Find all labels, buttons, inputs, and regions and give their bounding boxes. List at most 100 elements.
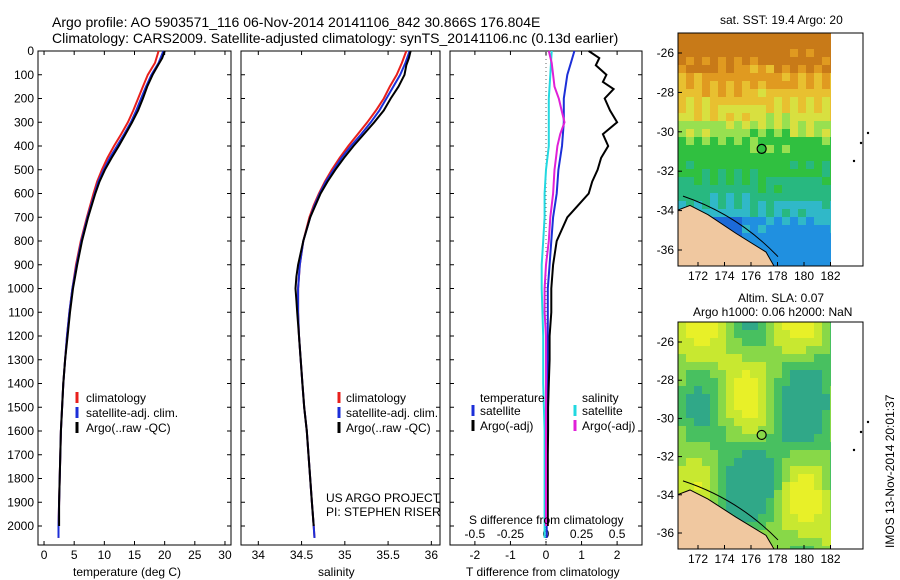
map-cell <box>822 257 830 265</box>
map-cell <box>814 442 822 450</box>
map-cell <box>790 354 798 362</box>
map-cell <box>798 185 806 193</box>
map-cell <box>702 370 710 378</box>
map-cell <box>798 354 806 362</box>
map-cell <box>726 33 734 41</box>
map-cell <box>830 97 831 105</box>
map-cell <box>822 113 830 121</box>
map-cell <box>702 490 710 498</box>
map-cell <box>734 129 742 137</box>
map-cell <box>702 49 710 57</box>
map-cell <box>822 241 830 249</box>
map-cell <box>814 330 822 338</box>
depth-tick-label: 600 <box>14 187 34 201</box>
map-cell <box>830 458 831 466</box>
map-cell <box>806 121 814 129</box>
map-cell <box>750 362 758 370</box>
map-cell <box>702 129 710 137</box>
map-cell <box>686 137 694 145</box>
map-cell <box>790 474 798 482</box>
map-cell <box>718 145 726 153</box>
map-cell <box>734 57 742 65</box>
map-cell <box>734 97 742 105</box>
map-cell <box>822 33 830 41</box>
map-cell <box>830 81 831 89</box>
map-cell <box>718 57 726 65</box>
map-cell <box>798 514 806 522</box>
map-cell <box>742 362 750 370</box>
map-cell <box>830 177 831 185</box>
lon-tick-label: 176 <box>741 269 761 283</box>
map-cell <box>686 442 694 450</box>
map-cell <box>814 546 822 549</box>
map-cell <box>678 402 686 410</box>
map-cell <box>750 506 758 514</box>
map-cell <box>766 466 774 474</box>
map-cell <box>694 137 702 145</box>
map-cell <box>806 105 814 113</box>
map-cell <box>782 394 790 402</box>
map-cell <box>806 193 814 201</box>
map-cell <box>774 514 782 522</box>
map-cell <box>814 362 822 370</box>
map-cell <box>750 322 758 330</box>
map-cell <box>782 322 790 330</box>
map-cell <box>678 434 686 442</box>
map-cell <box>750 498 758 506</box>
map-cell <box>742 370 750 378</box>
map-cell <box>814 426 822 434</box>
map-cell <box>742 378 750 386</box>
map-cell <box>830 402 831 410</box>
map-cell <box>806 386 814 394</box>
map-cell <box>814 386 822 394</box>
map-cell <box>806 33 814 41</box>
map-cell <box>798 394 806 402</box>
map-cell <box>822 49 830 57</box>
sla-map-title-2: Argo h1000: 0.06 h2000: NaN <box>693 305 852 319</box>
map-cell <box>750 145 758 153</box>
map-cell <box>782 378 790 386</box>
map-cell <box>782 370 790 378</box>
map-cell <box>734 185 742 193</box>
map-cell <box>782 49 790 57</box>
map-cell <box>750 89 758 97</box>
map-cell <box>758 233 766 241</box>
map-cell <box>830 41 831 49</box>
map-cell <box>702 466 710 474</box>
map-cell <box>814 97 822 105</box>
map-cell <box>734 490 742 498</box>
map-cell <box>822 370 830 378</box>
map-cell <box>694 466 702 474</box>
map-cell <box>758 466 766 474</box>
map-cell <box>766 97 774 105</box>
map-cell <box>718 89 726 97</box>
map-cell <box>742 41 750 49</box>
map-cell <box>750 201 758 209</box>
map-cell <box>798 410 806 418</box>
float-position-marker <box>756 143 767 154</box>
map-cell <box>774 153 782 161</box>
map-cell <box>830 538 831 546</box>
map-cell <box>726 418 734 426</box>
map-cell <box>814 153 822 161</box>
lon-tick-label: 174 <box>714 269 734 283</box>
map-cell <box>806 538 814 546</box>
map-cell <box>758 65 766 73</box>
map-cell <box>822 354 830 362</box>
map-cell <box>718 65 726 73</box>
map-cell <box>686 434 694 442</box>
map-cell <box>758 89 766 97</box>
map-cell <box>798 65 806 73</box>
map-cell <box>814 73 822 81</box>
map-cell <box>702 81 710 89</box>
map-cell <box>830 498 831 506</box>
map-cell <box>710 89 718 97</box>
map-frame <box>677 321 864 550</box>
island-marker <box>852 159 856 163</box>
map-cell <box>814 113 822 121</box>
lon-tick-label: 180 <box>794 552 814 566</box>
map-cell <box>790 233 798 241</box>
map-cell <box>782 330 790 338</box>
map-cell <box>694 346 702 354</box>
map-cell <box>694 81 702 89</box>
